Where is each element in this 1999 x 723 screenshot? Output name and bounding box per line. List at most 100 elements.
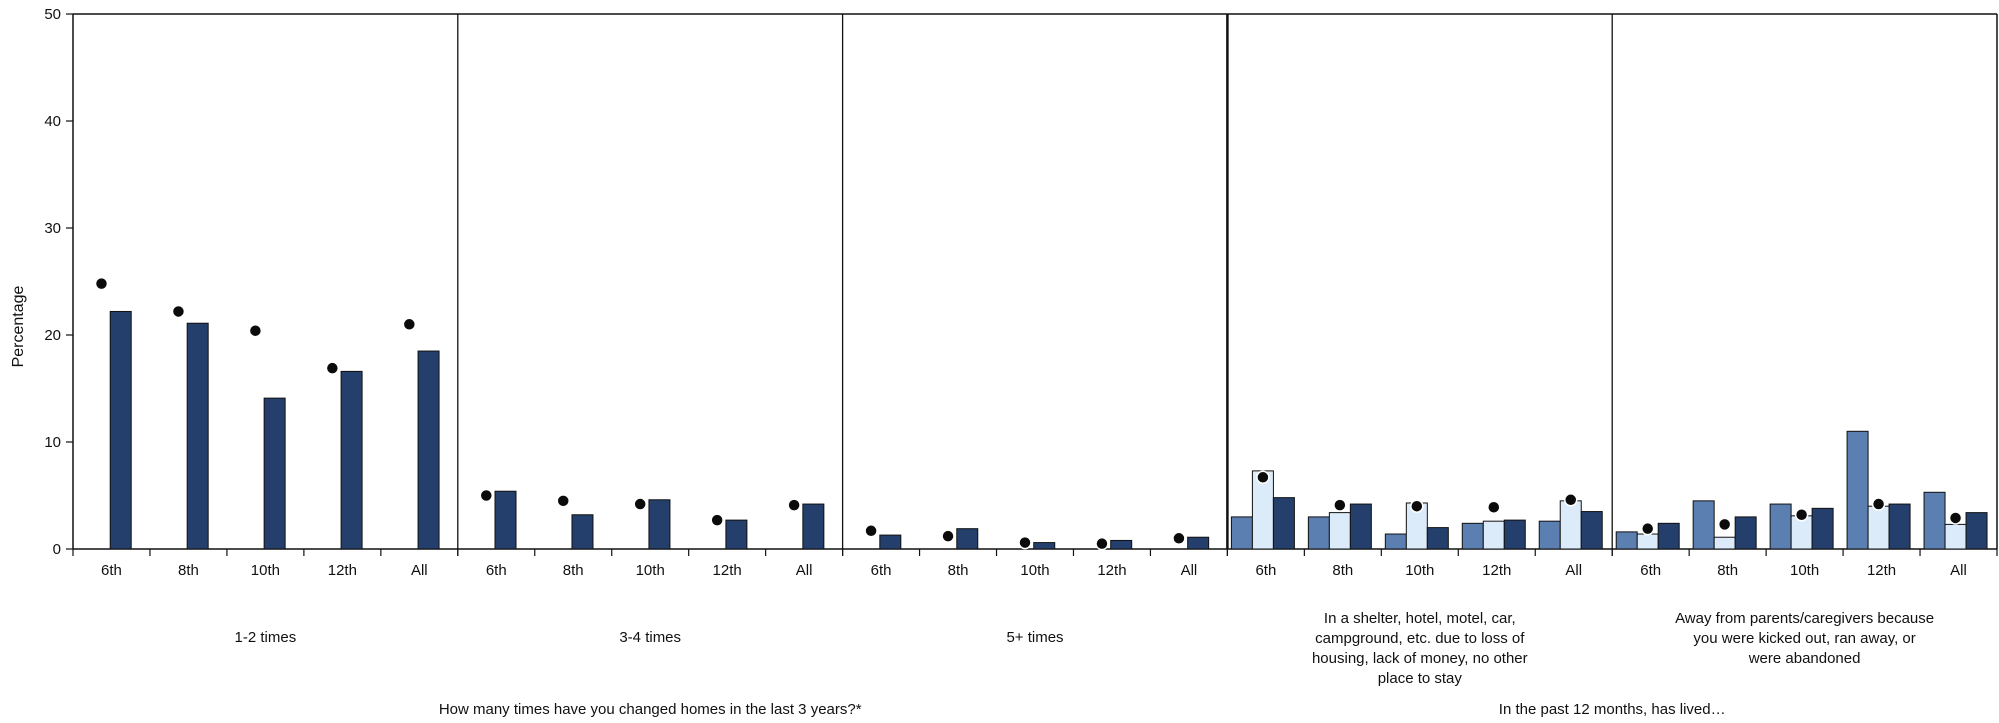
estimate-dot [171,304,186,319]
estimate-dot [1871,497,1886,511]
x-tick-label: 8th [1332,562,1353,579]
bar-mid [1384,533,1407,550]
estimate-dot [325,361,340,375]
bar-dark [1187,536,1210,550]
x-tick-label: 8th [948,562,969,579]
bar-light [1867,505,1890,550]
x-tick-label: 6th [1640,562,1661,579]
bar-dark [1965,512,1988,550]
group-label: were abandoned [1748,650,1861,667]
bar-light [1944,523,1967,550]
group-label: you were kicked out, ran away, or [1693,630,1915,647]
bar-dark [956,528,979,550]
estimate-dot [556,494,570,508]
group-label: 1-2 times [235,629,297,646]
y-tick-label: 20 [44,327,61,344]
bar-light [1713,536,1736,550]
x-tick-label: 8th [1717,562,1738,579]
bar-dark [263,397,286,550]
estimate-dot [479,488,494,503]
bar-dark [1426,527,1449,550]
x-tick-label: 10th [636,562,665,579]
estimate-dot [1410,499,1424,513]
x-tick-label: 12th [1482,562,1511,579]
bar-dark [1734,516,1757,550]
bar-light [1482,520,1505,550]
x-tick-label: 6th [101,562,122,579]
bar-dark [1657,522,1680,550]
group-label: 3-4 times [619,629,681,646]
bar-mid [1923,491,1946,550]
group-label: Away from parents/caregivers because [1675,610,1934,627]
x-tick-label: 6th [871,562,892,579]
group-label: 5+ times [1006,629,1063,646]
y-tick-label: 10 [44,434,61,451]
bar-dark [1272,497,1295,550]
estimate-dot [1640,521,1655,536]
estimate-dot [1563,493,1578,507]
bar-mid [1538,520,1561,550]
x-tick-label: 12th [1097,562,1126,579]
x-tick-label: 12th [1867,562,1896,579]
bar-dark [1580,511,1603,550]
y-axis-label: Percentage [10,285,27,367]
bar-dark [1811,507,1834,550]
bar-light [1636,533,1659,550]
section-label: How many times have you changed homes in… [439,701,862,718]
estimate-dot [1172,531,1186,546]
section-label: In the past 12 months, has lived… [1499,701,1726,718]
estimate-dot [1018,535,1032,550]
estimate-dot [248,323,263,338]
estimate-dot [1794,508,1809,522]
x-tick-label: 12th [328,562,357,579]
estimate-dot [1948,511,1963,525]
estimate-dot [402,317,417,332]
bar-mid [1769,503,1792,550]
bar-dark [1503,519,1526,550]
x-tick-label: 8th [178,562,199,579]
y-tick-label: 30 [44,220,61,237]
estimate-dot [1256,470,1270,485]
estimate-dot [94,276,109,291]
chart-marks [94,276,1988,551]
bar-mid [1846,430,1869,550]
x-tick-label: All [1950,562,1967,579]
estimate-dot [633,497,647,511]
y-tick-label: 40 [44,113,61,130]
estimate-dot [864,524,878,538]
x-tick-label: All [411,562,428,579]
x-tick-label: 6th [486,562,507,579]
bar-light [1559,500,1582,550]
bar-dark [879,534,902,550]
bar-mid [1615,531,1638,550]
group-label: campground, etc. due to loss of [1315,630,1525,647]
bar-dark [417,350,440,550]
bar-light [1328,512,1351,550]
bar-dark [648,499,671,550]
group-label: place to stay [1378,670,1463,687]
x-tick-label: 12th [713,562,742,579]
x-tick-label: All [1181,562,1198,579]
x-tick-label: 6th [1255,562,1276,579]
bar-dark [1110,539,1133,550]
group-label: In a shelter, hotel, motel, car, [1324,610,1516,627]
bar-mid [1461,522,1484,550]
bar-dark [1349,503,1372,550]
y-tick-label: 50 [44,6,61,23]
x-tick-label: 10th [1405,562,1434,579]
bar-dark [340,370,363,550]
bar-dark [725,519,748,550]
bar-dark [494,490,517,550]
y-tick-label: 0 [53,541,61,558]
estimate-dot [1717,517,1732,532]
bar-mid [1307,516,1330,550]
bar-dark [109,310,132,550]
estimate-dot [1487,500,1501,515]
bar-dark [802,503,825,550]
x-tick-label: 10th [1020,562,1049,579]
estimate-dot [1333,498,1347,512]
estimate-dot [787,498,801,512]
bar-mid [1230,516,1253,550]
x-tick-label: 8th [563,562,584,579]
